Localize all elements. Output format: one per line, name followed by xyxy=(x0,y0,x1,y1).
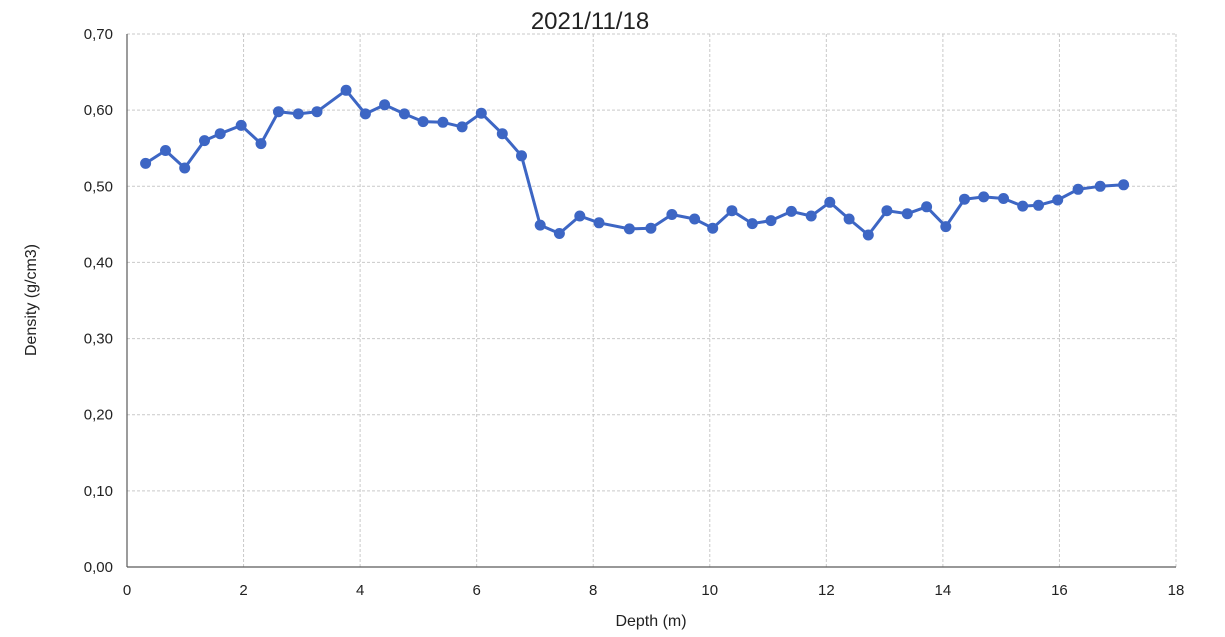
data-point xyxy=(824,196,836,208)
data-point xyxy=(998,193,1009,204)
data-point xyxy=(496,128,508,140)
data-point xyxy=(1118,179,1130,191)
data-point xyxy=(881,205,893,217)
data-point xyxy=(475,107,487,119)
data-point xyxy=(726,205,738,217)
y-tick-label: 0,70 xyxy=(84,26,113,43)
data-point xyxy=(437,116,449,128)
y-tick-label: 0,20 xyxy=(84,407,113,424)
data-point xyxy=(179,162,191,174)
y-tick-label: 0,60 xyxy=(84,102,113,119)
y-axis-title: Density (g/cm3) xyxy=(23,244,40,356)
data-points xyxy=(140,84,1130,241)
data-point xyxy=(255,138,267,150)
y-tick-label: 0,00 xyxy=(84,559,113,576)
data-point xyxy=(666,209,678,220)
y-tick-label: 0,40 xyxy=(84,254,113,271)
data-point xyxy=(707,222,719,234)
data-point xyxy=(398,108,410,120)
x-tick-label: 16 xyxy=(1051,582,1068,599)
data-point xyxy=(160,145,171,156)
data-point xyxy=(417,116,429,128)
x-tick-label: 4 xyxy=(356,582,364,599)
y-tick-label: 0,10 xyxy=(84,483,113,500)
data-point xyxy=(645,222,657,234)
data-point xyxy=(623,223,635,235)
data-point xyxy=(978,191,990,203)
data-point xyxy=(785,205,797,217)
data-point xyxy=(901,208,913,220)
x-tick-label: 12 xyxy=(818,582,835,599)
data-point xyxy=(1017,200,1029,212)
data-point xyxy=(1033,199,1044,211)
data-point xyxy=(140,157,152,169)
x-tick-label: 10 xyxy=(701,582,718,599)
data-point xyxy=(199,135,210,147)
y-tick-label: 0,50 xyxy=(84,178,113,195)
x-tick-label: 18 xyxy=(1168,582,1185,599)
grid xyxy=(127,33,1177,567)
x-axis-title: Depth (m) xyxy=(615,613,686,630)
y-tick-label: 0,30 xyxy=(84,331,113,348)
x-tick-labels: 0 2 4 6 8 10 12 14 16 18 xyxy=(123,582,1185,599)
data-point xyxy=(340,84,352,96)
data-point xyxy=(292,108,304,120)
data-point xyxy=(534,219,546,231)
x-tick-label: 6 xyxy=(472,582,480,599)
data-point xyxy=(921,201,933,213)
data-point xyxy=(235,119,247,131)
x-tick-label: 14 xyxy=(935,582,952,599)
data-point xyxy=(746,218,758,230)
data-point xyxy=(1052,194,1064,206)
data-point xyxy=(379,99,391,111)
data-point xyxy=(593,217,605,229)
data-point xyxy=(516,150,527,162)
y-tick-labels: 0,00 0,10 0,20 0,30 0,40 0,50 0,60 0,70 xyxy=(84,26,113,576)
data-point xyxy=(765,215,777,227)
data-point xyxy=(359,108,371,120)
data-point xyxy=(1094,180,1106,192)
chart-title: 2021/11/18 xyxy=(531,8,649,35)
data-point xyxy=(273,106,284,118)
data-point xyxy=(214,128,226,140)
data-point xyxy=(843,213,855,225)
data-point xyxy=(862,229,874,241)
x-tick-label: 8 xyxy=(589,582,597,599)
axes xyxy=(126,34,1176,568)
data-point xyxy=(553,228,565,239)
data-point xyxy=(805,210,817,222)
data-point xyxy=(1072,183,1084,195)
data-point xyxy=(311,106,323,118)
x-tick-label: 2 xyxy=(239,582,247,599)
data-point xyxy=(456,121,468,133)
x-tick-label: 0 xyxy=(123,582,131,599)
data-point xyxy=(689,213,701,225)
data-point xyxy=(940,221,952,233)
data-point xyxy=(959,193,970,205)
data-point xyxy=(574,210,586,222)
